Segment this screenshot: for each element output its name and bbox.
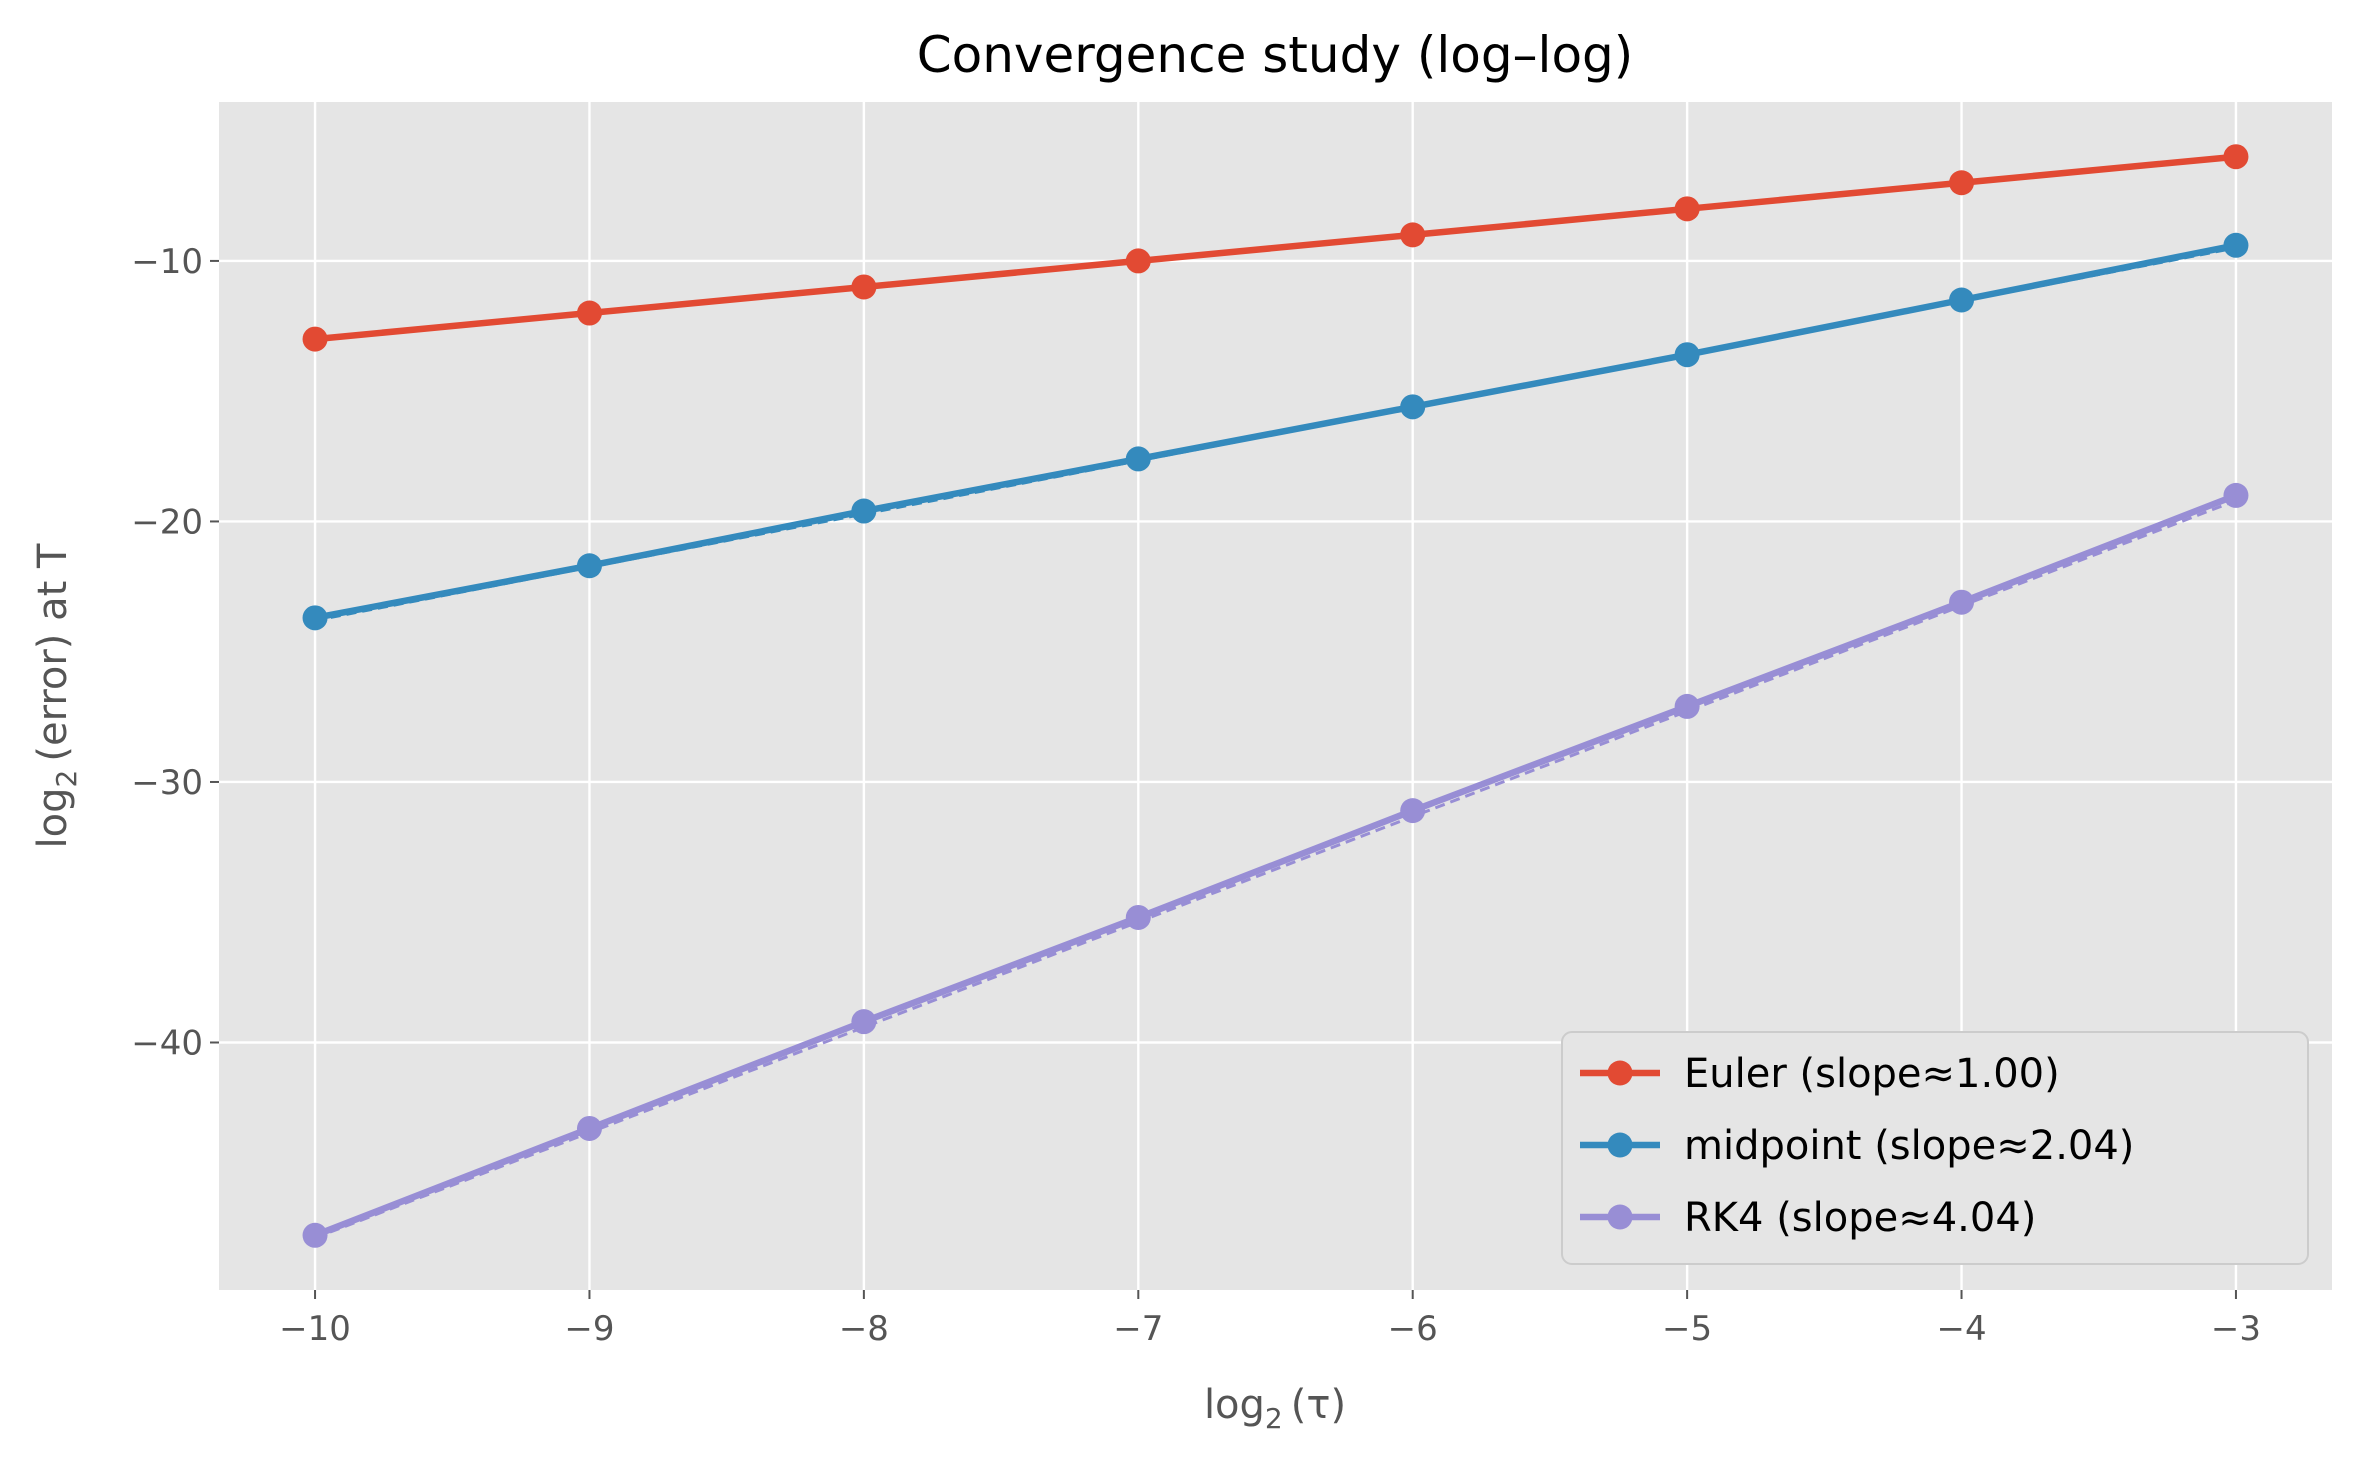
x-axis-label: log2 (τ): [1204, 1382, 1346, 1435]
y-axis-label-tail: (error) at T: [30, 543, 76, 762]
legend-entry-2: RK4 (slope≈4.04): [1580, 1195, 2036, 1241]
x-axis-label-sub: 2: [1265, 1402, 1283, 1435]
data-point: [302, 1222, 328, 1248]
legend-entry-0: Euler (slope≈1.00): [1580, 1051, 2060, 1097]
legend: Euler (slope≈1.00) midpoint (slope≈2.04) R…: [1561, 1031, 2309, 1265]
y-axis-label-sub: 2: [50, 770, 83, 788]
data-point: [576, 300, 602, 326]
data-point: [1400, 394, 1426, 420]
legend-marker: [1607, 1060, 1633, 1086]
x-tick-label: −4: [1936, 1309, 1986, 1349]
fit-line-2: [314, 499, 2237, 1240]
x-tick-label: −8: [839, 1309, 889, 1349]
legend-label: midpoint (slope≈2.04): [1684, 1123, 2134, 1169]
data-point: [851, 498, 877, 524]
y-tick-label: −40: [131, 1024, 203, 1064]
data-point: [1400, 222, 1426, 248]
series-line: [313, 492, 2238, 1239]
data-point: [851, 1009, 877, 1035]
x-tick-labels: −10 −9 −8 −7 −6 −5 −4 −3: [279, 1290, 2261, 1349]
x-axis-label-tail: (τ): [1291, 1382, 1346, 1428]
series-0: [302, 144, 2249, 352]
data-point: [851, 274, 877, 300]
y-tick-label: −20: [131, 502, 203, 542]
data-point: [302, 605, 328, 631]
x-tick-label: −6: [1388, 1309, 1438, 1349]
data-point: [1949, 287, 1975, 313]
series-1: [302, 232, 2249, 631]
y-tick-labels: −40 −30 −20 −10: [131, 242, 219, 1064]
chart-title: Convergence study (log–log): [917, 26, 1634, 84]
data-point: [1949, 170, 1975, 196]
data-point: [1949, 589, 1975, 615]
data-point: [1674, 342, 1700, 368]
data-point: [576, 553, 602, 579]
legend-box: [1561, 1031, 2309, 1265]
x-tick-label: −9: [564, 1309, 614, 1349]
x-tick-label: −7: [1113, 1309, 1163, 1349]
x-tick-label: −10: [279, 1309, 351, 1349]
data-series: [302, 144, 2249, 1248]
series-2: [302, 482, 2249, 1248]
data-point: [1125, 904, 1151, 930]
legend-marker: [1607, 1204, 1633, 1230]
y-axis-label-main: log: [30, 787, 76, 848]
series-line: [314, 242, 2237, 622]
legend-label: RK4 (slope≈4.04): [1684, 1195, 2036, 1241]
y-axis-label: log2 (error) at T: [30, 543, 83, 848]
data-point: [302, 326, 328, 352]
data-point: [1400, 798, 1426, 824]
data-point: [1674, 693, 1700, 719]
legend-marker: [1607, 1132, 1633, 1158]
data-point: [2223, 144, 2249, 170]
x-tick-label: −3: [2211, 1309, 2261, 1349]
y-tick-label: −10: [131, 242, 203, 282]
x-tick-label: −5: [1662, 1309, 1712, 1349]
legend-entry-1: midpoint (slope≈2.04): [1580, 1123, 2134, 1169]
y-tick-label: −30: [131, 763, 203, 803]
series-line: [314, 153, 2237, 343]
data-point: [1674, 196, 1700, 222]
data-point: [2223, 232, 2249, 258]
data-point: [576, 1115, 602, 1141]
legend-label: Euler (slope≈1.00): [1684, 1051, 2060, 1097]
data-point: [1125, 446, 1151, 472]
data-point: [2223, 482, 2249, 508]
grid-lines: [219, 102, 2332, 1290]
data-point: [1125, 248, 1151, 274]
x-axis-label-main: log: [1204, 1382, 1265, 1428]
